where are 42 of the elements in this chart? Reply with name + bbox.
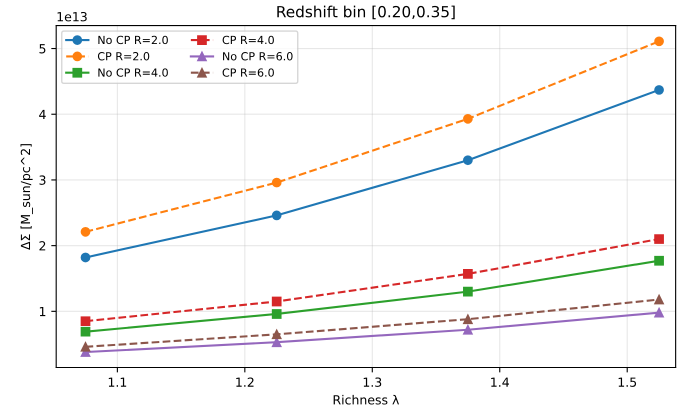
y-tick-label: 5 xyxy=(39,44,46,54)
y-tick-label: 4 xyxy=(39,110,46,119)
x-tick-label: 1.2 xyxy=(236,377,254,387)
point xyxy=(272,309,282,319)
point xyxy=(654,234,664,244)
point xyxy=(80,326,90,337)
point xyxy=(654,294,664,304)
text: 1e13 xyxy=(58,12,87,22)
legend-label: No CP R=6.0 xyxy=(223,52,293,60)
point xyxy=(463,314,473,324)
chart-title: Redshift bin [0.20,0.35] xyxy=(277,6,455,20)
x-axis-title: Richness λ xyxy=(334,394,400,405)
legend-label: No CP R=4.0 xyxy=(98,68,168,77)
y-tick-label: 1 xyxy=(40,306,46,316)
point xyxy=(654,256,664,266)
point xyxy=(463,324,473,335)
y-tick-label: 3 xyxy=(39,175,46,185)
legend-label: No CP R=2.0 xyxy=(98,36,168,44)
point xyxy=(80,226,90,237)
legend-label: CP R=4.0 xyxy=(222,36,274,44)
x-tick-label: 1.5 xyxy=(618,378,636,387)
legend-label: CP R=2.0 xyxy=(98,52,150,60)
point xyxy=(463,114,473,124)
y-tick-label: 2 xyxy=(39,241,46,250)
point xyxy=(272,329,282,340)
y-axis-title: ΔΣ [M_sun/pc^2] xyxy=(20,144,33,250)
legend-label: CP R=6.0 xyxy=(222,68,274,77)
point xyxy=(272,296,282,306)
point xyxy=(272,210,282,220)
point xyxy=(654,36,664,46)
point xyxy=(654,85,664,95)
x-tick-label: 1.1 xyxy=(108,378,126,387)
point xyxy=(463,155,473,166)
point xyxy=(654,308,664,318)
point xyxy=(272,178,282,188)
x-tick-label: 1.4 xyxy=(491,378,509,387)
point xyxy=(80,316,90,326)
point xyxy=(463,269,473,279)
point xyxy=(80,342,90,352)
point xyxy=(463,286,473,296)
point xyxy=(80,252,90,262)
x-tick-label: 1.3 xyxy=(364,377,382,387)
